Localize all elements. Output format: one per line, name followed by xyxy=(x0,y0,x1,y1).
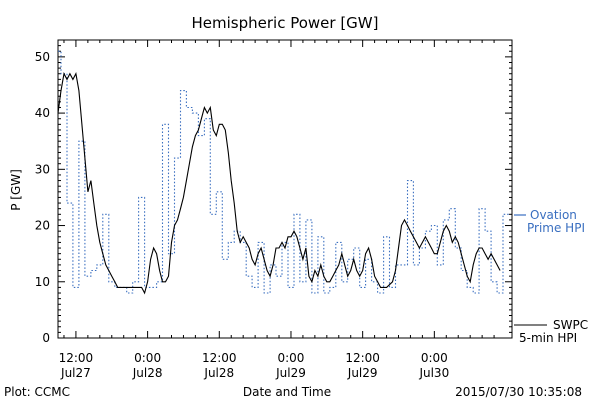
y-tick-label: 50 xyxy=(35,50,50,64)
x-tick-time: 0:00 xyxy=(134,351,161,365)
y-axis-ticks: 0 10 20 30 40 50 xyxy=(35,39,512,345)
x-tick-time: 0:00 xyxy=(421,351,448,365)
ovation-legend-label-line2: Prime HPI xyxy=(527,221,585,235)
y-tick-label: 0 xyxy=(42,331,50,345)
swpc-5min-hpi-line xyxy=(57,72,501,295)
y-tick-label: 20 xyxy=(35,219,50,233)
y-tick-label: 30 xyxy=(35,162,50,176)
x-tick-date: Jul28 xyxy=(132,366,163,380)
x-tick-date: Jul29 xyxy=(347,366,378,380)
chart-title: Hemispheric Power [GW] xyxy=(192,14,379,32)
swpc-legend-label-line2: 5-min HPI xyxy=(519,331,577,345)
x-tick-date: Jul27 xyxy=(60,366,91,380)
x-axis-label: Date and Time xyxy=(243,385,331,399)
plot-frame xyxy=(57,39,513,339)
series-layer xyxy=(57,50,509,295)
swpc-legend-label-line1: SWPC xyxy=(553,318,588,332)
y-tick-label: 10 xyxy=(35,275,50,289)
x-tick-time: 12:00 xyxy=(59,351,94,365)
x-tick-date: Jul30 xyxy=(418,366,449,380)
y-tick-label: 40 xyxy=(35,106,50,120)
ovation-legend-label-line1: Ovation xyxy=(530,208,577,222)
footer-timestamp: 2015/07/30 10:35:08 xyxy=(455,385,582,399)
x-tick-time: 0:00 xyxy=(277,351,304,365)
x-tick-time: 12:00 xyxy=(345,351,380,365)
x-tick-date: Jul29 xyxy=(275,366,306,380)
x-tick-time: 12:00 xyxy=(202,351,237,365)
x-tick-date: Jul28 xyxy=(203,366,234,380)
y-axis-label: P [GW] xyxy=(9,169,23,211)
plot-axes xyxy=(57,39,513,339)
x-axis-ticks: 12:00Jul270:00Jul2812:00Jul280:00Jul2912… xyxy=(59,40,495,380)
footer-plot-credit: Plot: CCMC xyxy=(4,385,70,399)
ovation-prime-hpi-line xyxy=(58,50,509,294)
